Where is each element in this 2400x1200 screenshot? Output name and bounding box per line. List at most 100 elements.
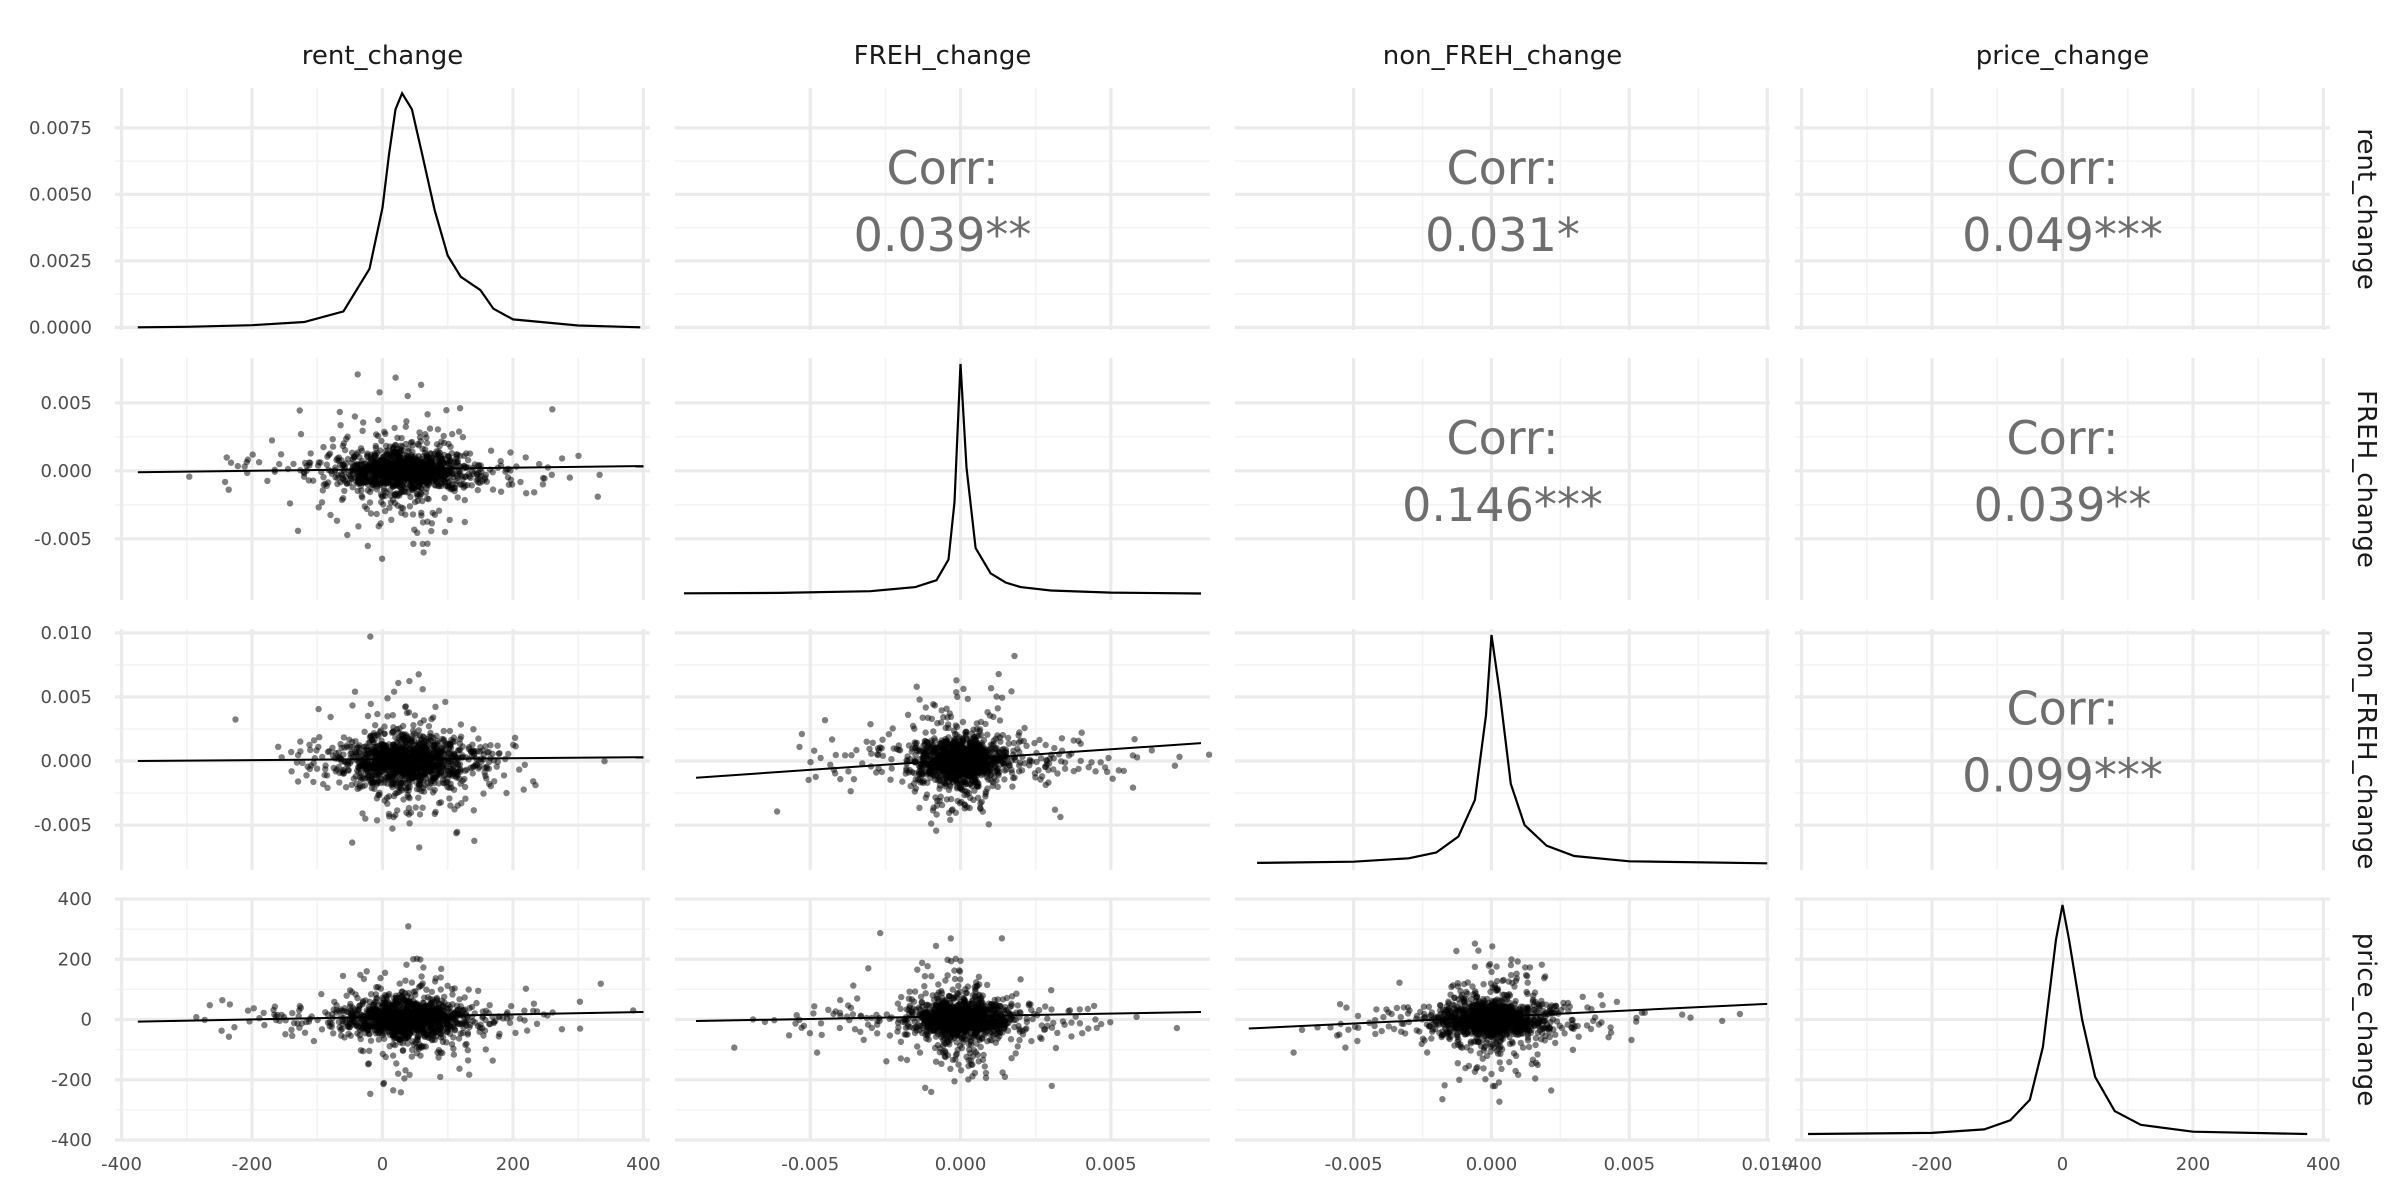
scatter-point [409,511,417,518]
scatter-point [452,772,459,780]
scatter-point [487,782,494,790]
scatter-point [522,454,529,461]
scatter-point [411,453,419,460]
scatter-point [920,754,927,761]
scatter-point [597,980,604,987]
panel-r0-c0 [115,88,650,330]
scatter-point [449,430,456,438]
scatter-point [521,761,528,768]
scatter-point [994,705,1001,712]
scatter-point [395,679,402,687]
scatter-point [888,756,895,763]
scatter-point [407,458,414,466]
scatter-point [371,736,378,744]
scatter-point [448,736,455,744]
scatter-point [474,471,481,478]
scatter-point [268,437,276,444]
scatter-point [453,451,460,458]
scatter-point [879,736,886,743]
scatter-point [376,750,384,757]
scatter-point [482,1046,489,1053]
scatter-point [931,773,939,780]
scatter-point [470,807,477,814]
scatter-point [867,721,874,728]
scatter-point [458,800,465,807]
scatter-point [410,722,417,729]
scatter-point [1105,754,1112,762]
scatter-point [232,716,239,723]
scatter-point [468,468,476,475]
scatter-point [1061,759,1069,766]
scatter-point [393,482,400,490]
scatter-point [351,413,359,420]
scatter-point [916,696,923,703]
scatter-point [1097,759,1104,766]
scatter-point [319,753,326,761]
scatter-point [513,463,520,470]
scatter-point [936,797,943,805]
scatter-point [1043,757,1051,764]
scatter-point [1085,764,1092,771]
scatter-point [332,749,339,757]
scatter-point [367,1090,374,1098]
scatter-point [523,490,530,497]
scatter-point [500,772,508,779]
scatter-point [340,734,348,741]
scatter-point [355,523,362,530]
scatter-point [343,992,350,999]
scatter-point [434,761,442,769]
scatter-point [874,751,881,758]
scatter-point [377,974,384,982]
scatter-point [351,462,359,469]
scatter-point [393,1060,400,1067]
scatter-point [271,468,278,475]
scatter-point [391,753,398,760]
scatter-point [375,769,382,777]
scatter-point [964,695,971,703]
scatter-point [978,798,985,806]
scatter-point [1016,729,1023,736]
scatter-point [1035,767,1042,774]
scatter-point [453,830,460,837]
panel-r1-c3 [1795,358,2330,600]
scatter-point [1050,766,1057,773]
scatter-point [428,733,435,740]
scatter-point [1050,755,1057,762]
scatter-point [448,784,455,791]
scatter-point [457,481,464,488]
scatter-point [922,794,929,801]
scatter-point [510,741,517,748]
scatter-point [275,743,282,750]
scatter-point [392,374,399,381]
scatter-point [1001,767,1008,774]
scatter-point [503,789,510,797]
scatter-point [374,710,381,718]
density-curve-FREH_change [683,363,1202,595]
scatter-point [601,758,608,765]
scatter-point [461,452,468,459]
scatter-point [566,474,573,481]
scatter-point [505,481,513,488]
scatter-point [362,815,369,822]
scatter-point [310,737,318,744]
scatter-point [869,739,876,746]
scatter-point [405,709,413,716]
scatter-point [946,768,954,776]
scatter-point [428,527,435,535]
scatter-point [442,698,449,706]
scatter-point [375,416,382,424]
scatter-point [334,455,341,462]
scatter-point [366,499,374,506]
scatter-point [943,705,950,712]
scatter-point [961,805,968,812]
scatter-point [977,718,985,726]
scatter-point [505,750,512,758]
scatter-point [456,1065,463,1072]
scatter-point [219,997,226,1004]
scatter-point [489,1057,496,1064]
scatter-point [440,432,447,440]
scatter-point [1131,736,1138,743]
scatter-point [362,479,369,486]
scatter-point [383,794,391,801]
scatter-point [395,1070,402,1077]
